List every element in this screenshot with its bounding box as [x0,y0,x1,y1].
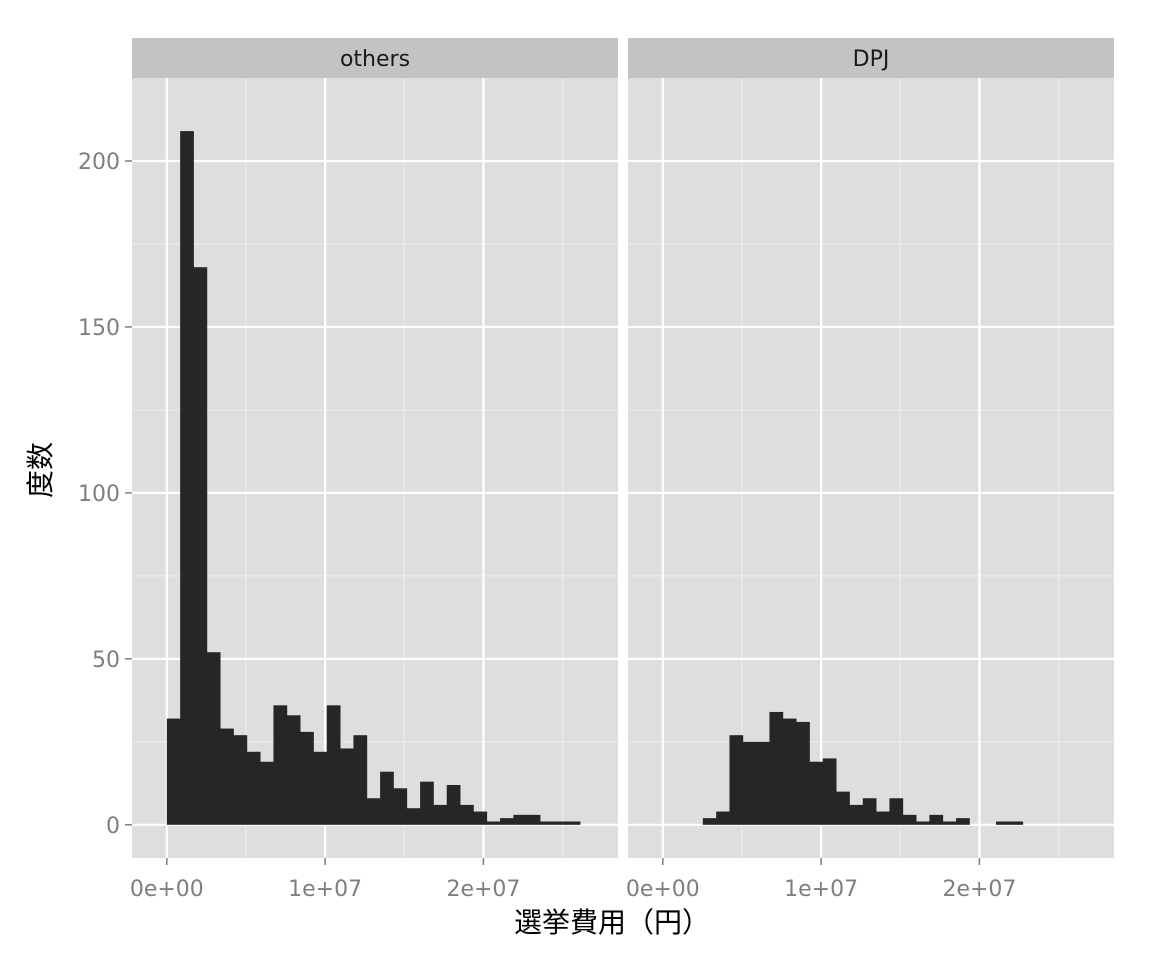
x-tick-label: 1e+07 [784,877,858,902]
histogram-bar [473,811,488,825]
y-tick-label: 0 [106,814,120,839]
histogram-bar [193,267,208,825]
histogram-bar [862,798,877,825]
x-tick-label: 1e+07 [288,877,362,902]
histogram-bar [956,818,970,825]
histogram-bar [366,798,381,825]
histogram-bar [393,788,408,825]
facet-strip-label: others [340,47,410,72]
histogram-bar [220,728,234,825]
histogram-bar [1009,821,1024,825]
x-tick-label: 0e+00 [130,877,204,902]
histogram-bar [406,808,421,825]
histogram-bar [513,814,528,825]
y-tick-label: 200 [78,150,120,175]
histogram-bar [180,131,194,825]
histogram-bar [233,735,248,825]
x-tick-label: 0e+00 [626,877,700,902]
histogram-bar [486,821,501,825]
facet-strip [628,38,1114,78]
histogram-bar [822,758,837,825]
histogram-bar [942,821,957,825]
histogram-bar [273,705,288,825]
histogram-bar [836,791,850,825]
histogram-bar [246,751,261,825]
histogram-bar [353,735,368,825]
histogram-bar [796,721,810,825]
histogram-bar [313,751,328,825]
histogram-bar [420,781,434,825]
histogram-bar [902,814,917,825]
histogram-bar [433,804,448,825]
y-tick-label: 50 [92,648,120,673]
histogram-bar [889,798,904,825]
histogram-bar [929,814,944,825]
x-axis-title: 選挙費用（円） [514,906,710,939]
histogram-bar [540,821,554,825]
histogram-bar [916,821,930,825]
histogram-bar [849,804,864,825]
histogram-bar [716,811,730,825]
histogram-bar [876,811,890,825]
panel-others: others 0e+00 1e+07 2e+07 [130,38,618,902]
histogram-bar [206,652,221,825]
facet-strip [132,38,618,78]
histogram-bar [460,804,474,825]
x-tick-label: 2e+07 [446,877,520,902]
histogram-bar [380,771,394,825]
histogram-bar [566,821,581,825]
y-tick-label: 150 [78,316,120,341]
histogram-bar [300,731,314,825]
histogram-bar [702,818,717,825]
histogram-bar [756,741,770,825]
facet-strip-label: DPJ [853,47,890,72]
histogram-bar [729,735,744,825]
histogram-bar [500,818,514,825]
y-axis-title: 度数 [24,442,57,498]
y-tick-label: 100 [78,482,120,507]
histogram-bar [526,814,541,825]
histogram-bar [446,784,461,825]
histogram-bar [769,711,784,825]
histogram-bar [809,761,824,825]
histogram-bar [340,748,354,825]
histogram-bar [742,741,757,825]
x-tick-label: 2e+07 [942,877,1016,902]
histogram-bar [326,705,341,825]
histogram-bar [782,718,797,825]
histogram-bar [996,821,1010,825]
panel-dpj: DPJ 0e+00 1e+07 2e+07 [626,38,1114,902]
panel-background [628,78,1114,858]
histogram-bar [260,761,274,825]
histogram-bar [553,821,568,825]
histogram-bar [286,715,301,825]
histogram-bar [166,718,181,825]
